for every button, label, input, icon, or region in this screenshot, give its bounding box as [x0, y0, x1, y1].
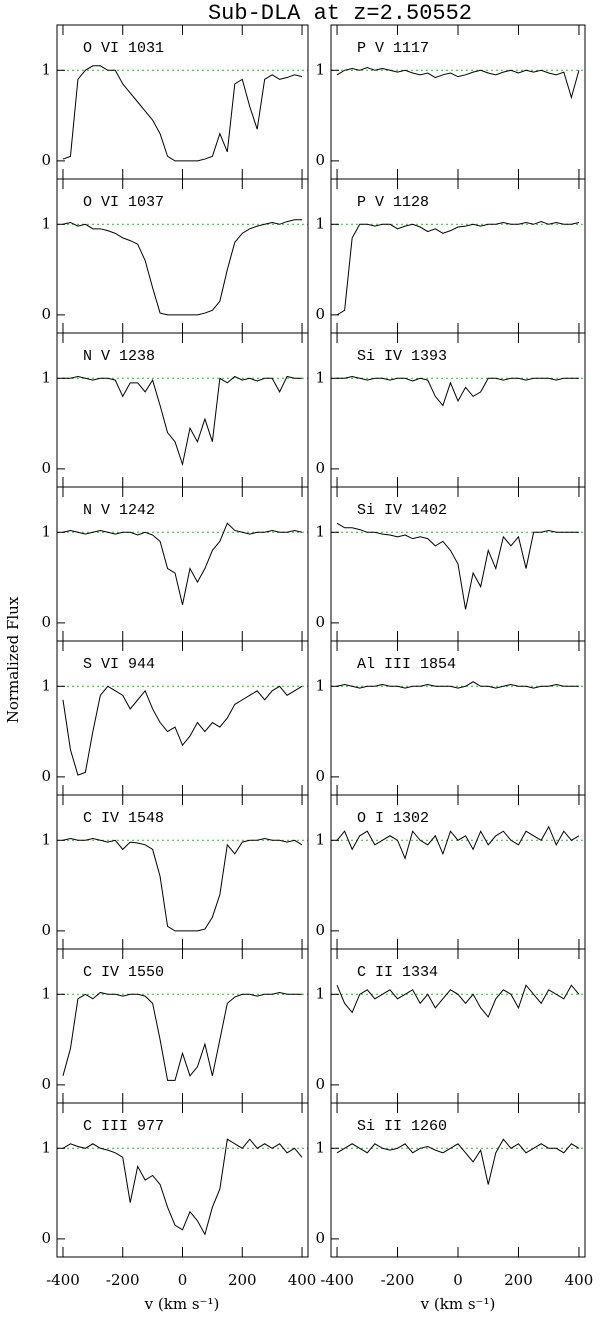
y-tick-label: 1	[315, 984, 325, 1002]
spectrum-line	[336, 522, 579, 610]
panel-title: P V 1117	[357, 40, 429, 57]
panel-title: O VI 1037	[83, 194, 164, 211]
spectrum-line	[336, 1138, 580, 1185]
y-tick-label: 0	[41, 459, 51, 477]
panel-title: C IV 1548	[83, 810, 164, 827]
x-tick-label: 200	[504, 1271, 533, 1289]
y-tick-label: 0	[315, 305, 325, 323]
y-tick-label: 1	[315, 830, 325, 848]
y-tick-label: 0	[41, 613, 51, 631]
y-tick-label: 0	[41, 767, 51, 785]
y-tick-label: 1	[315, 60, 325, 78]
panel-title: N V 1242	[83, 502, 155, 519]
spectrum-line	[336, 681, 579, 689]
x-tick-label: 0	[453, 1271, 463, 1289]
x-tick-label: -200	[381, 1271, 415, 1289]
y-tick-label: 0	[41, 151, 51, 169]
y-tick-label: 1	[41, 368, 51, 386]
spectrum-line	[337, 375, 579, 407]
panel-title: S VI 944	[83, 656, 155, 673]
spectrum-line	[62, 375, 303, 467]
panel-title: P V 1128	[357, 194, 429, 211]
panel-title: Al III 1854	[357, 656, 456, 673]
panel-title: Si IV 1393	[357, 348, 447, 365]
x-tick-label: 400	[288, 1271, 317, 1289]
y-tick-label: 1	[315, 1138, 325, 1156]
spectrum-line	[62, 65, 303, 162]
panel-title: Si II 1260	[357, 1118, 447, 1135]
x-axis-label: v (km s⁻¹)	[420, 1295, 496, 1313]
panel-title: O I 1302	[357, 810, 429, 827]
spectrum-line	[336, 67, 580, 100]
panel-title: C III 977	[83, 1118, 164, 1135]
y-axis-label: Normalized Flux	[4, 596, 22, 723]
y-tick-label: 0	[41, 305, 51, 323]
x-tick-label: -400	[320, 1271, 354, 1289]
y-tick-label: 0	[41, 1075, 51, 1093]
y-tick-label: 1	[41, 830, 51, 848]
y-tick-label: 1	[315, 676, 325, 694]
x-tick-label: 200	[228, 1271, 257, 1289]
figure-title: Sub-DLA at z=2.50552	[208, 1, 472, 26]
spectrum-line	[62, 219, 303, 316]
spectrum-line	[62, 522, 303, 605]
y-tick-label: 0	[315, 1229, 325, 1247]
y-tick-label: 1	[315, 522, 325, 540]
spectrum-line	[62, 1138, 303, 1236]
y-tick-label: 1	[41, 984, 51, 1002]
x-tick-label: -400	[46, 1271, 80, 1289]
x-tick-label: 400	[565, 1271, 594, 1289]
spectrum-line	[62, 837, 303, 932]
y-tick-label: 0	[315, 459, 325, 477]
y-tick-label: 0	[315, 767, 325, 785]
y-tick-label: 0	[41, 921, 51, 939]
y-tick-label: 1	[41, 676, 51, 694]
y-tick-label: 0	[315, 151, 325, 169]
panel-title: N V 1238	[83, 348, 155, 365]
spectrum-line	[336, 984, 580, 1018]
spectrum-line	[62, 685, 303, 776]
x-tick-label: 0	[178, 1271, 188, 1289]
x-axis-label: v (km s⁻¹)	[144, 1295, 220, 1313]
y-tick-label: 1	[41, 60, 51, 78]
panel-title: C IV 1550	[83, 964, 164, 981]
y-tick-label: 1	[41, 214, 51, 232]
y-tick-label: 1	[41, 1138, 51, 1156]
panel-title: O VI 1031	[83, 40, 164, 57]
panel-title: C II 1334	[357, 964, 438, 981]
y-tick-label: 1	[41, 522, 51, 540]
y-tick-label: 1	[315, 368, 325, 386]
y-tick-label: 0	[315, 1075, 325, 1093]
spectrum-line	[336, 221, 580, 316]
panel-title: Si IV 1402	[357, 502, 447, 519]
y-tick-label: 0	[315, 921, 325, 939]
y-tick-label: 1	[315, 214, 325, 232]
spectrum-line	[336, 825, 580, 860]
spectrum-line	[62, 991, 303, 1081]
y-tick-label: 0	[315, 613, 325, 631]
x-tick-label: -200	[106, 1271, 140, 1289]
y-tick-label: 0	[41, 1229, 51, 1247]
